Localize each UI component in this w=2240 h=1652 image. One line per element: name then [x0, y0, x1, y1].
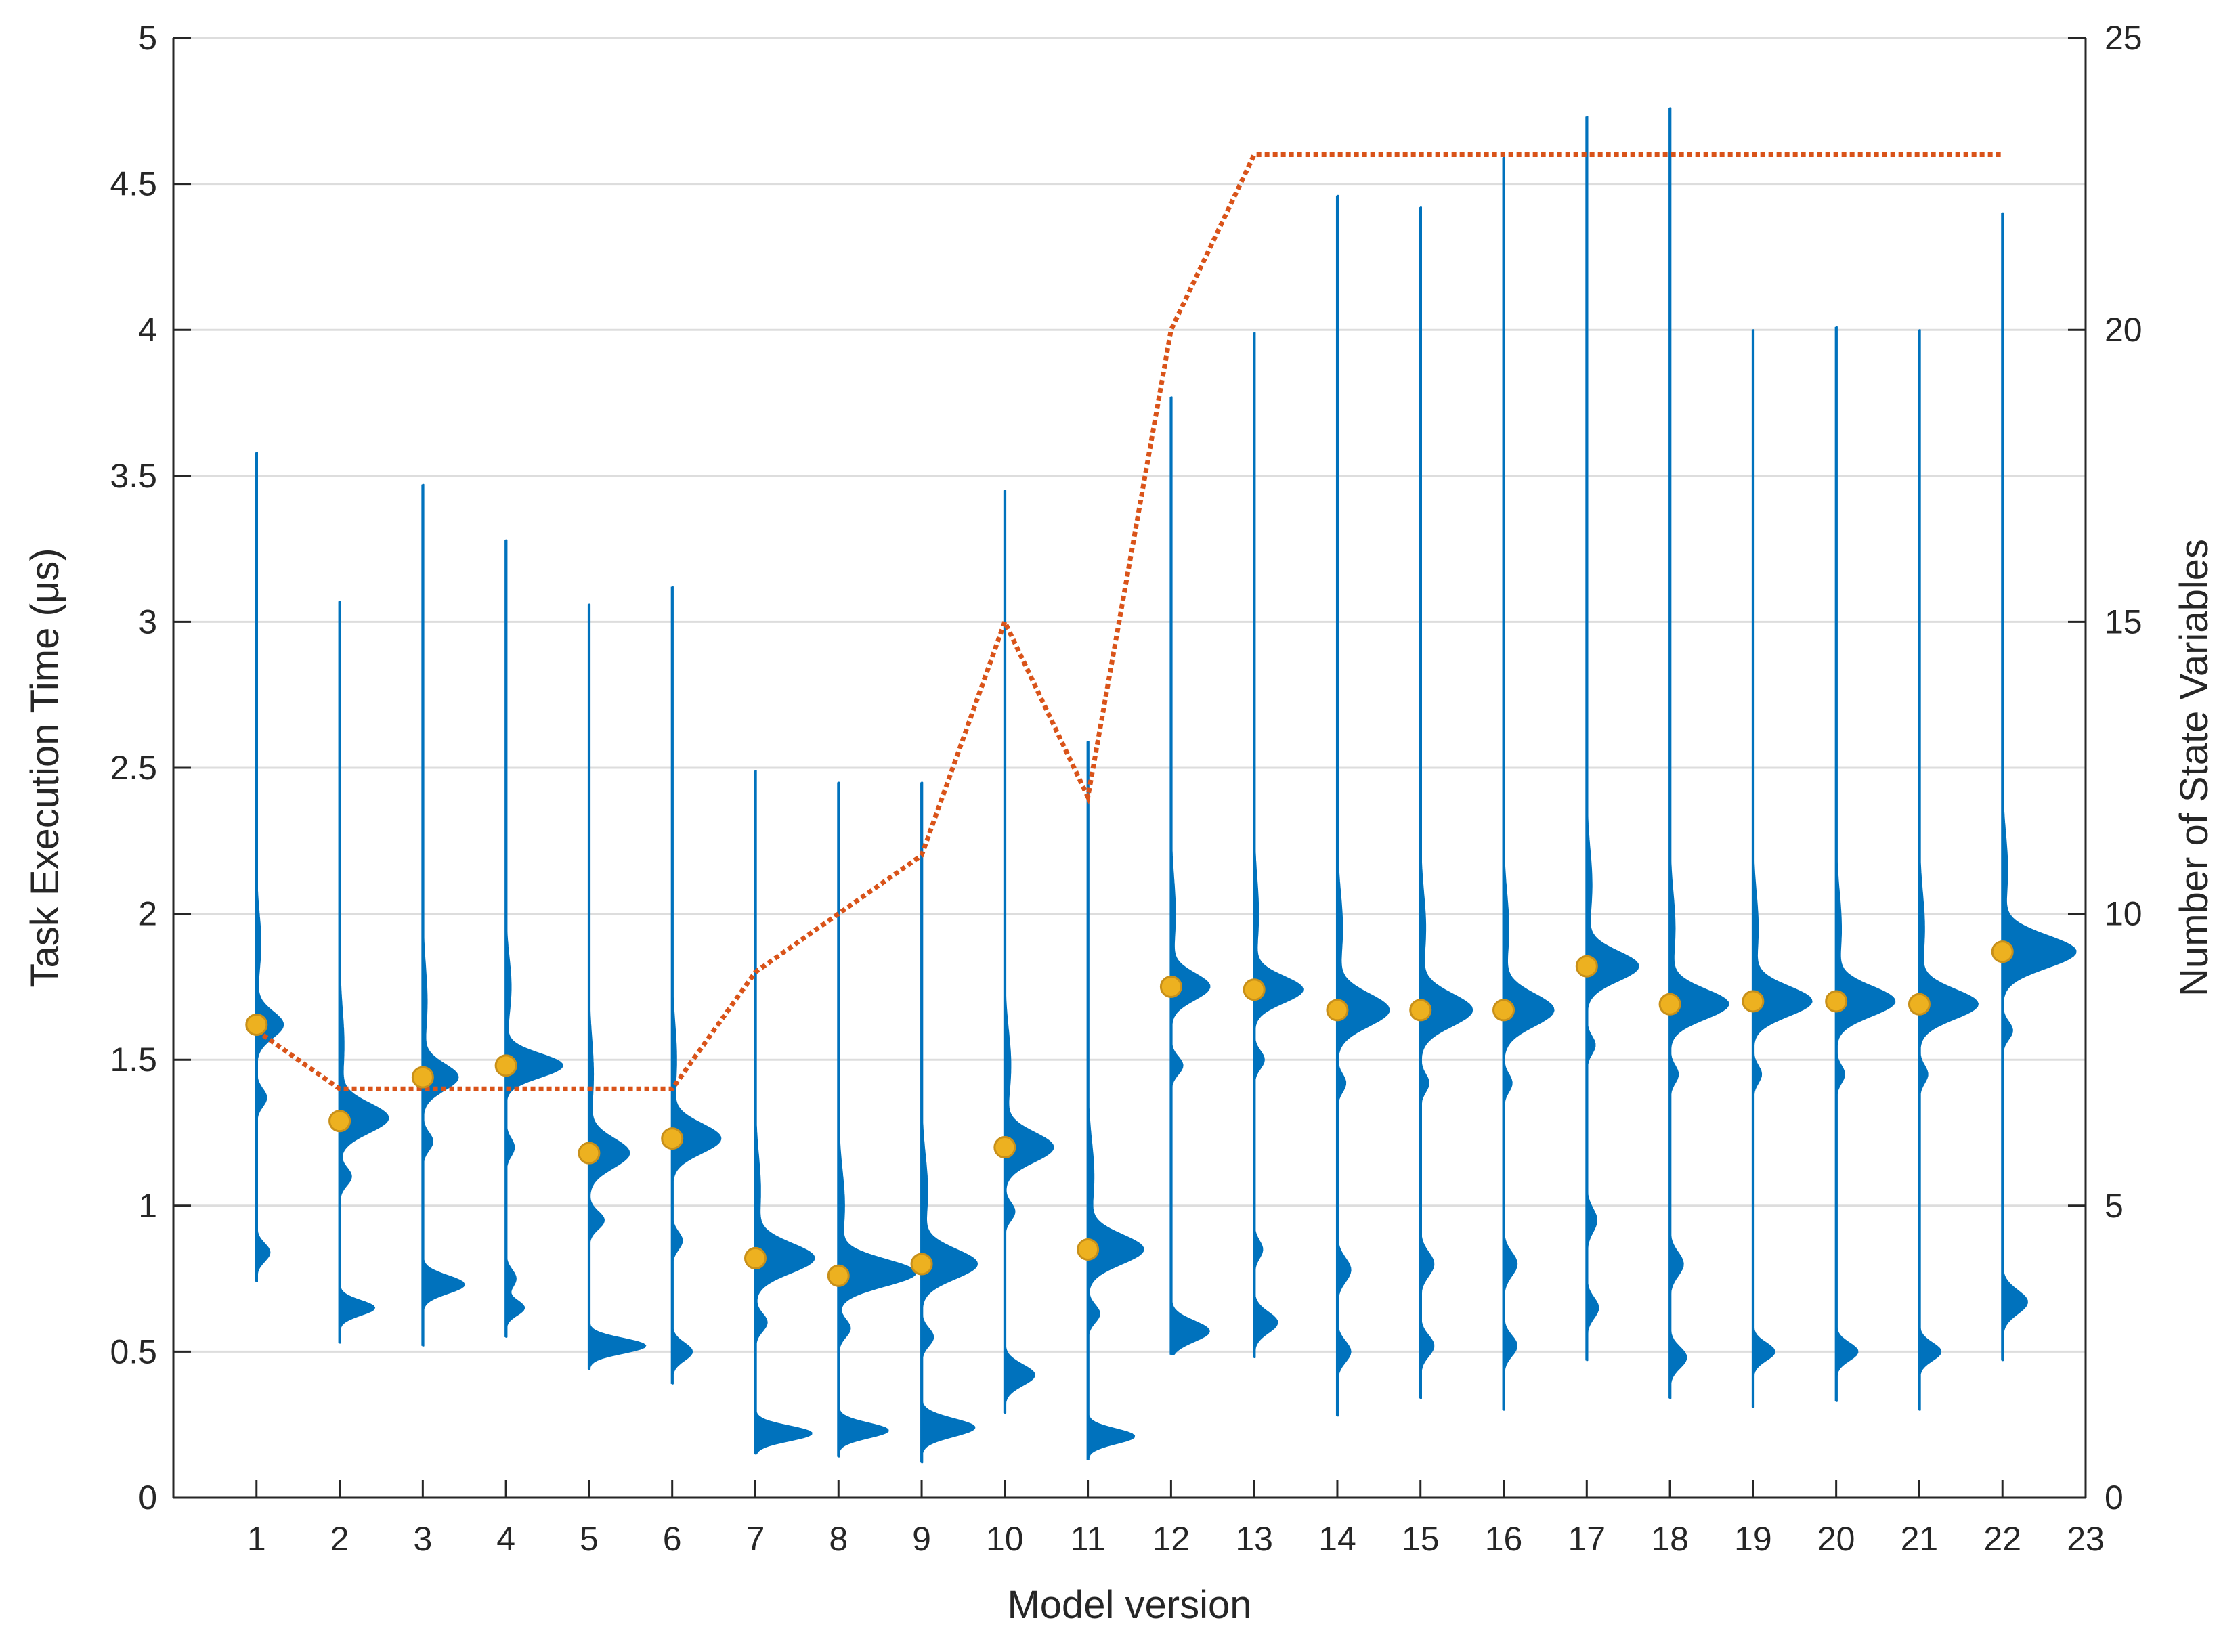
median-marker-10	[993, 1136, 1016, 1159]
left-y-tick-label: 3	[138, 603, 157, 640]
violin-16	[1503, 156, 1555, 1411]
left-y-tick-label: 3.5	[110, 457, 157, 495]
violin-12	[1170, 396, 1211, 1355]
right-y-axis-title: Number of State Variables	[2172, 539, 2216, 997]
median-marker-20	[1825, 990, 1848, 1013]
median-marker-9	[910, 1253, 933, 1276]
x-tick-label: 8	[829, 1520, 848, 1558]
median-marker-17	[1575, 955, 1598, 978]
x-tick-label: 10	[986, 1520, 1024, 1558]
median-marker-11	[1077, 1238, 1100, 1261]
x-tick-label: 16	[1485, 1520, 1523, 1558]
x-tick-label: 4	[496, 1520, 515, 1558]
left-y-tick-label: 2.5	[110, 749, 157, 787]
median-marker-5	[578, 1142, 601, 1165]
x-tick-label: 13	[1235, 1520, 1273, 1558]
x-tick-label: 17	[1568, 1520, 1606, 1558]
violin-10	[1004, 490, 1054, 1414]
median-marker-3	[411, 1066, 434, 1089]
median-marker-16	[1492, 999, 1515, 1022]
violin-17	[1586, 116, 1639, 1362]
median-marker-21	[1908, 993, 1931, 1016]
x-tick-label: 18	[1651, 1520, 1689, 1558]
axes	[172, 37, 2087, 1499]
left-y-tick-label: 5	[138, 19, 157, 57]
violin-4	[505, 539, 563, 1338]
right-y-tick-label: 0	[2105, 1479, 2124, 1517]
grid-lines	[173, 37, 2086, 1353]
median-marker-15	[1409, 999, 1432, 1022]
median-marker-14	[1326, 999, 1349, 1022]
median-marker-1	[245, 1013, 268, 1036]
x-tick-label: 9	[912, 1520, 931, 1558]
median-marker-22	[1991, 940, 2014, 963]
violin-22	[2002, 212, 2077, 1362]
state-variables-line	[255, 152, 2003, 1091]
x-tick-label: 22	[1983, 1520, 2021, 1558]
right-y-tick-label: 15	[2105, 603, 2142, 640]
median-marker-19	[1742, 990, 1765, 1013]
left-y-tick-label: 2	[138, 895, 157, 933]
violin-9	[921, 781, 978, 1464]
median-marker-8	[827, 1264, 850, 1287]
x-tick-label: 23	[2067, 1520, 2105, 1558]
violin-14	[1336, 194, 1390, 1417]
violin-series	[255, 107, 2077, 1464]
violin-15	[1419, 206, 1473, 1399]
violin-19	[1752, 329, 1813, 1408]
left-y-tick-label: 0.5	[110, 1332, 157, 1370]
violin-13	[1253, 332, 1304, 1359]
violin-8	[838, 781, 917, 1458]
left-y-tick-label: 0	[138, 1479, 157, 1517]
state-variables-series	[255, 152, 2003, 1091]
violin-21	[1918, 329, 1979, 1411]
right-y-tick-label: 20	[2105, 311, 2142, 349]
median-marker-12	[1159, 975, 1182, 998]
median-marker-13	[1243, 978, 1266, 1001]
left-y-tick-label: 1.5	[110, 1041, 157, 1079]
median-marker-4	[494, 1054, 517, 1077]
x-tick-label: 2	[330, 1520, 349, 1558]
x-tick-label: 21	[1901, 1520, 1939, 1558]
x-tick-label: 14	[1318, 1520, 1356, 1558]
left-y-tick-label: 4.5	[110, 165, 157, 203]
x-tick-label: 7	[746, 1520, 765, 1558]
violin-6	[671, 586, 722, 1385]
median-marker-6	[661, 1127, 684, 1150]
x-tick-label: 3	[413, 1520, 432, 1558]
left-y-tick-label: 1	[138, 1187, 157, 1225]
x-tick-label: 19	[1734, 1520, 1772, 1558]
x-axis-title: Model version	[1007, 1583, 1251, 1627]
right-y-tick-label: 10	[2105, 895, 2142, 933]
median-marker-2	[328, 1110, 351, 1133]
violin-2	[339, 601, 389, 1344]
median-marker-7	[744, 1246, 767, 1269]
left-y-tick-label: 4	[138, 311, 157, 349]
violin-5	[588, 603, 647, 1370]
left-y-axis-title: Task Execution Time (μs)	[23, 548, 67, 987]
violin-20	[1835, 326, 1896, 1402]
x-tick-label: 5	[580, 1520, 599, 1558]
right-y-tick-label: 25	[2105, 19, 2142, 57]
right-y-tick-label: 5	[2105, 1187, 2124, 1225]
median-marker-18	[1658, 993, 1681, 1016]
x-tick-label: 12	[1153, 1520, 1190, 1558]
x-tick-label: 20	[1817, 1520, 1855, 1558]
x-tick-label: 15	[1402, 1520, 1440, 1558]
violin-3	[422, 483, 465, 1347]
x-tick-label: 1	[247, 1520, 266, 1558]
median-markers	[245, 940, 2014, 1287]
violin-1	[255, 452, 284, 1282]
x-tick-label: 11	[1071, 1520, 1106, 1558]
x-tick-label: 6	[663, 1520, 682, 1558]
